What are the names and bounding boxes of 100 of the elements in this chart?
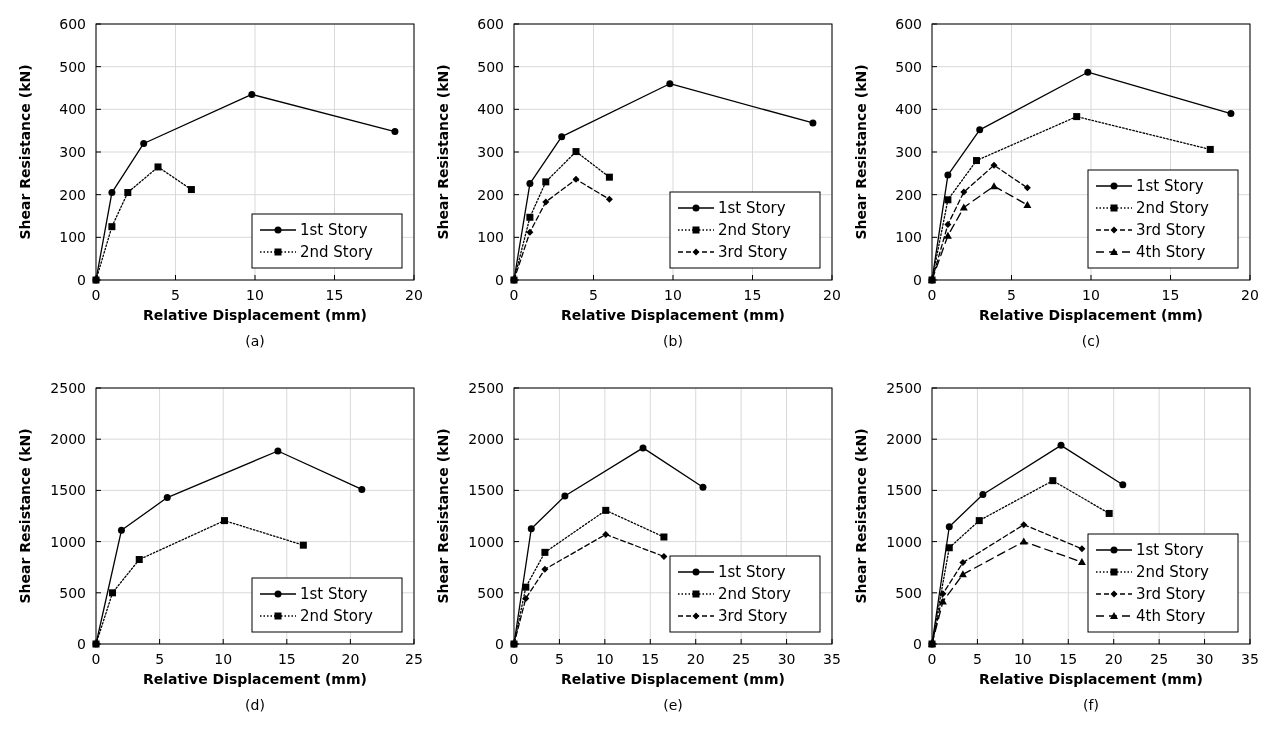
y-tick-label: 0 bbox=[913, 272, 922, 288]
x-tick-label: 30 bbox=[1195, 651, 1214, 667]
x-tick-label: 0 bbox=[927, 287, 937, 303]
y-tick-label: 500 bbox=[895, 58, 922, 75]
x-tick-label: 5 bbox=[1007, 287, 1016, 303]
x-tick-label: 10 bbox=[595, 651, 614, 667]
legend-label: 1st Story bbox=[1136, 541, 1204, 559]
legend-label: 2nd Story bbox=[718, 221, 792, 239]
x-tick-label: 20 bbox=[823, 287, 841, 303]
y-tick-label: 2500 bbox=[886, 380, 922, 396]
x-tick-label: 5 bbox=[171, 287, 180, 303]
y-axis-title: Shear Resistance (kN) bbox=[435, 428, 451, 604]
legend-label: 3rd Story bbox=[718, 607, 788, 625]
y-tick-label: 1500 bbox=[886, 482, 922, 499]
x-tick-label: 0 bbox=[927, 651, 937, 667]
x-tick-label: 25 bbox=[405, 651, 423, 667]
x-tick-label: 35 bbox=[823, 651, 841, 667]
x-tick-label: 10 bbox=[1082, 287, 1100, 303]
y-tick-label: 100 bbox=[895, 229, 922, 246]
y-tick-label: 1000 bbox=[886, 533, 922, 550]
x-axis-title: Relative Displacement (mm) bbox=[561, 671, 785, 687]
legend-label: 1st Story bbox=[718, 199, 786, 217]
legend-label: 2nd Story bbox=[300, 607, 374, 625]
y-tick-label: 1500 bbox=[468, 482, 504, 499]
y-tick-label: 2500 bbox=[50, 380, 86, 396]
x-tick-label: 20 bbox=[1104, 651, 1123, 667]
text: (f) bbox=[1083, 697, 1099, 713]
y-axis-title: Shear Resistance (kN) bbox=[17, 428, 33, 604]
y-tick-label: 600 bbox=[477, 16, 504, 32]
x-tick-label: 15 bbox=[325, 287, 344, 303]
text: (a) bbox=[245, 333, 265, 349]
y-tick-label: 300 bbox=[895, 144, 922, 160]
y-tick-label: 2500 bbox=[468, 380, 504, 396]
text: (d) bbox=[245, 697, 265, 713]
x-axis-title: Relative Displacement (mm) bbox=[979, 671, 1203, 687]
legend-label: 1st Story bbox=[300, 585, 368, 603]
x-tick-label: 15 bbox=[641, 651, 660, 667]
x-tick-label: 5 bbox=[972, 651, 982, 667]
x-tick-label: 25 bbox=[732, 651, 751, 667]
y-tick-label: 200 bbox=[59, 186, 86, 203]
x-axis-title: Relative Displacement (mm) bbox=[979, 307, 1203, 323]
legend-label: 2nd Story bbox=[300, 243, 374, 261]
legend-label: 2nd Story bbox=[1136, 563, 1210, 581]
x-tick-label: 20 bbox=[405, 287, 423, 303]
y-axis-title: Shear Resistance (kN) bbox=[17, 64, 33, 240]
legend-label: 3rd Story bbox=[718, 243, 788, 261]
y-axis-title: Shear Resistance (kN) bbox=[853, 64, 869, 240]
y-tick-label: 600 bbox=[895, 16, 922, 32]
y-tick-label: 0 bbox=[77, 272, 86, 288]
legend-label: 3rd Story bbox=[1136, 221, 1206, 239]
legend-label: 3rd Story bbox=[1136, 585, 1206, 603]
y-tick-label: 0 bbox=[495, 636, 504, 652]
y-tick-label: 0 bbox=[77, 636, 86, 652]
legend-label: 1st Story bbox=[718, 563, 786, 581]
y-tick-label: 600 bbox=[59, 16, 86, 32]
y-tick-label: 400 bbox=[895, 101, 922, 118]
y-tick-label: 100 bbox=[477, 229, 504, 246]
y-tick-label: 0 bbox=[495, 272, 504, 288]
y-tick-label: 500 bbox=[477, 58, 504, 75]
y-tick-label: 300 bbox=[59, 144, 86, 160]
y-tick-label: 1000 bbox=[50, 533, 86, 550]
y-tick-label: 1000 bbox=[468, 533, 504, 550]
x-tick-label: 0 bbox=[91, 651, 101, 667]
y-tick-label: 0 bbox=[913, 636, 922, 652]
x-tick-label: 15 bbox=[1161, 287, 1180, 303]
y-tick-label: 1500 bbox=[50, 482, 86, 499]
x-tick-label: 25 bbox=[1150, 651, 1169, 667]
y-tick-label: 200 bbox=[895, 186, 922, 203]
y-tick-label: 500 bbox=[895, 584, 922, 601]
y-tick-label: 400 bbox=[477, 101, 504, 118]
y-tick-label: 2000 bbox=[468, 431, 504, 448]
x-tick-label: 35 bbox=[1241, 651, 1259, 667]
legend-label: 4th Story bbox=[1136, 607, 1206, 625]
y-tick-label: 2000 bbox=[886, 431, 922, 448]
legend-label: 2nd Story bbox=[1136, 199, 1210, 217]
x-axis-title: Relative Displacement (mm) bbox=[143, 671, 367, 687]
x-tick-label: 20 bbox=[686, 651, 705, 667]
legend-label: 1st Story bbox=[1136, 177, 1204, 195]
y-tick-label: 300 bbox=[477, 144, 504, 160]
y-tick-label: 2000 bbox=[50, 431, 86, 448]
legend-label: 4th Story bbox=[1136, 243, 1206, 261]
x-tick-label: 10 bbox=[1013, 651, 1032, 667]
x-tick-label: 10 bbox=[664, 287, 682, 303]
x-tick-label: 20 bbox=[1241, 287, 1259, 303]
x-tick-label: 0 bbox=[509, 287, 519, 303]
y-axis-title: Shear Resistance (kN) bbox=[435, 64, 451, 240]
x-tick-label: 15 bbox=[743, 287, 762, 303]
x-tick-label: 0 bbox=[509, 651, 519, 667]
x-tick-label: 10 bbox=[214, 651, 233, 667]
x-tick-label: 30 bbox=[777, 651, 796, 667]
legend-label: 2nd Story bbox=[718, 585, 792, 603]
text: (e) bbox=[663, 697, 683, 713]
x-axis-title: Relative Displacement (mm) bbox=[143, 307, 367, 323]
x-axis-title: Relative Displacement (mm) bbox=[561, 307, 785, 323]
x-tick-label: 5 bbox=[589, 287, 598, 303]
y-tick-label: 500 bbox=[59, 584, 86, 601]
x-tick-label: 5 bbox=[554, 651, 564, 667]
legend-label: 1st Story bbox=[300, 221, 368, 239]
y-tick-label: 500 bbox=[477, 584, 504, 601]
x-tick-label: 10 bbox=[246, 287, 264, 303]
